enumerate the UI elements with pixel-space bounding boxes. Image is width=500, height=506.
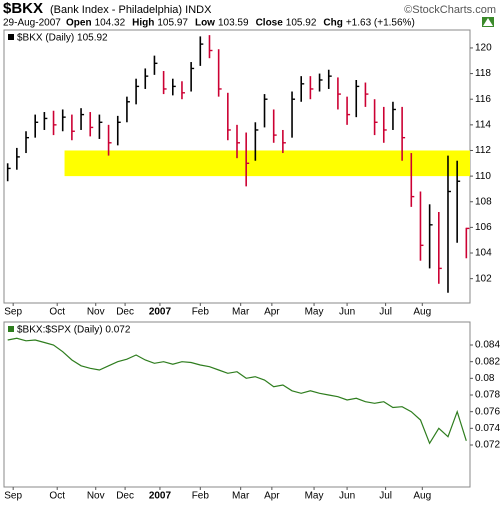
y-tick-label: 102 [475,273,492,284]
x-tick-label: Oct [49,491,65,502]
y-tick-label: 116 [475,94,491,105]
x-tick-label: Sep [4,307,22,318]
quote-value: 105.92 [286,18,317,29]
y-tick-label: 0.076 [475,406,500,417]
quote-label: Close [256,18,284,29]
quote-label: High [132,18,154,29]
quote-label: Low [195,18,215,29]
x-tick-label: Mar [232,307,250,318]
symbol: $BKX [3,0,43,17]
x-tick-label: May [305,307,324,318]
y-tick-label: 110 [475,171,491,182]
quote-label: Open [66,18,92,29]
y-tick-label: 112 [475,145,491,156]
y-tick-label: 0.078 [475,390,500,401]
highlight-band [64,150,470,177]
x-tick-label: Mar [232,491,250,502]
y-tick-label: 0.084 [475,340,500,351]
y-tick-label: 104 [475,248,492,259]
plot-frame [3,321,471,488]
x-tick-label: Apr [264,307,280,318]
legend-swatch [8,326,14,332]
up-arrow [483,18,493,26]
ratio-line [7,337,467,445]
y-tick-label: 0.08 [475,373,495,384]
index-name: (Bank Index - Philadelphia) INDX [50,4,212,16]
x-tick-label: Jul [379,491,392,502]
x-tick-label: Sep [4,491,22,502]
x-tick-label: Feb [192,307,210,318]
legend-swatch [8,34,14,40]
quote-value: 103.59 [218,18,249,29]
x-tick-label: Jul [379,307,392,318]
y-tick-label: 0.074 [475,423,500,434]
x-tick-label: 2007 [149,307,172,318]
date: 29-Aug-2007 [3,18,61,29]
y-tick-label: 114 [475,119,491,130]
x-tick-label: Apr [264,491,280,502]
y-tick-label: 118 [475,68,491,79]
x-tick-label: Feb [192,491,210,502]
legend: $BKX:$SPX (Daily) 0.072 [17,325,131,336]
y-tick-label: 120 [475,43,492,54]
x-tick-label: 2007 [149,491,172,502]
x-tick-label: Dec [116,307,134,318]
watermark: ©StockCharts.com [404,4,496,16]
x-tick-label: Nov [87,307,105,318]
x-tick-label: Jun [339,307,355,318]
y-tick-label: 0.072 [475,440,500,451]
quote-label: Chg [323,18,342,29]
y-tick-label: 0.082 [475,356,500,367]
quote-value: +1.63 (+1.56%) [346,18,415,29]
x-tick-label: May [305,491,324,502]
x-tick-label: Aug [413,491,431,502]
x-tick-label: Nov [87,491,105,502]
x-tick-label: Dec [116,491,134,502]
x-tick-label: Jun [339,491,355,502]
quote-value: 104.32 [95,18,126,29]
x-tick-label: Aug [413,307,431,318]
x-tick-label: Oct [49,307,65,318]
y-tick-label: 108 [475,196,492,207]
legend: $BKX (Daily) 105.92 [17,33,108,44]
quote-value: 105.97 [157,18,188,29]
y-tick-label: 106 [475,222,492,233]
